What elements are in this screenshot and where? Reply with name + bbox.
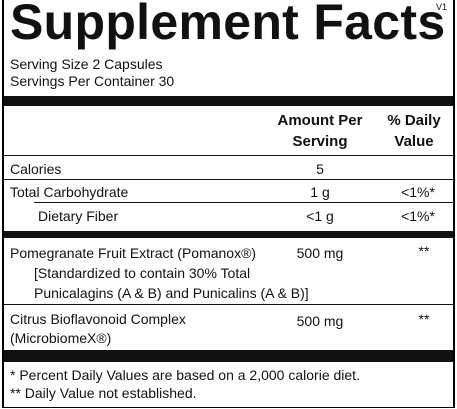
daily-value: **: [418, 311, 430, 327]
nutrient-name: Calories: [10, 161, 62, 177]
footnote: * Percent Daily Values are based on a 2,…: [10, 367, 360, 383]
daily-value: <1%*: [401, 208, 435, 224]
ingredient-name: Citrus Bioflavonoid Complex: [10, 311, 186, 327]
ingredient-name: Pomegranate Fruit Extract (Pomanox®): [10, 245, 257, 261]
divider: [4, 304, 453, 305]
column-header: % Daily Value: [387, 112, 441, 150]
daily-value: **: [418, 243, 430, 259]
daily-value: <1%*: [401, 184, 435, 200]
ingredient-note: Punicalagins (A & B) and Punicalins (A &…: [34, 285, 309, 301]
servings-per-container: Servings Per Container 30: [10, 73, 175, 89]
ingredient-note: [Standardized to contain 30% Total: [34, 265, 251, 281]
footnote: ** Daily Value not established.: [10, 385, 197, 401]
divider: [4, 231, 453, 238]
amount: <1 g: [306, 208, 334, 224]
amount: 5: [316, 161, 324, 177]
amount: 500 mg: [296, 313, 344, 329]
ingredient-name: (MicrobiomeX®): [10, 330, 112, 346]
serving-size: Serving Size 2 Capsules: [10, 56, 163, 72]
title: Supplement Facts: [10, 0, 446, 50]
divider: [4, 155, 453, 156]
nutrient-name: Total Carbohydrate: [10, 184, 129, 200]
version: V1: [436, 2, 448, 12]
divider: [34, 202, 453, 203]
amount: 1 g: [310, 184, 330, 200]
column-header: Amount Per Serving: [277, 112, 363, 150]
divider: [4, 350, 453, 362]
amount: 500 mg: [296, 245, 344, 261]
nutrient-name: Dietary Fiber: [38, 208, 119, 224]
divider: [4, 179, 453, 180]
divider: [4, 96, 453, 106]
